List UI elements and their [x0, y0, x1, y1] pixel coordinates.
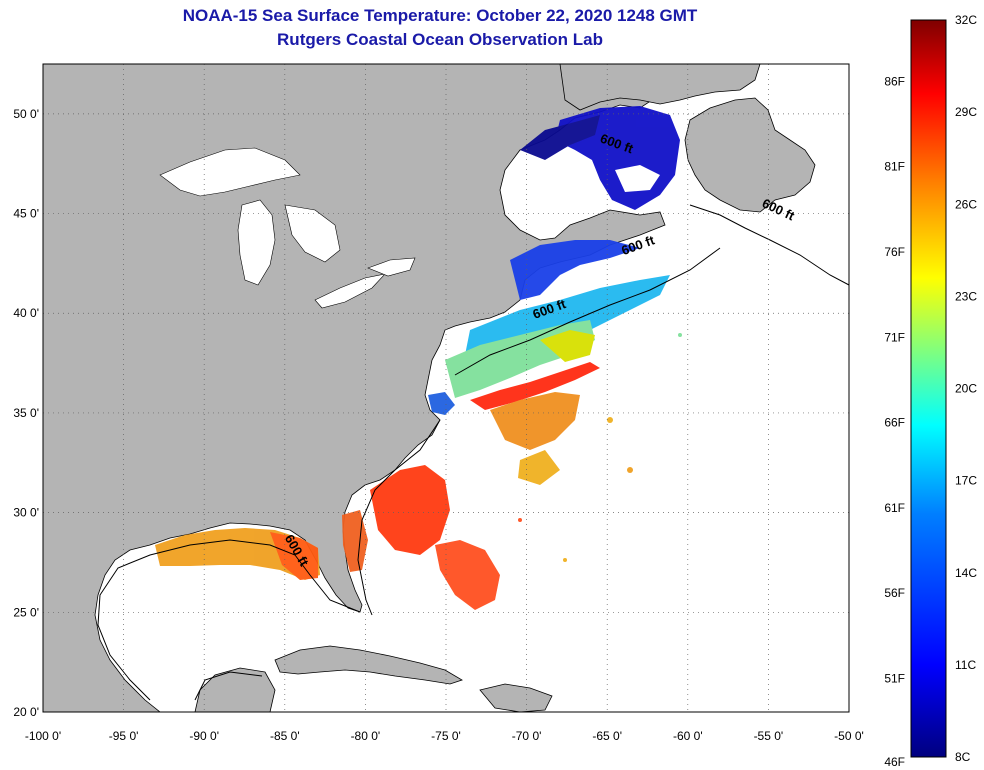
- colorbar-celsius-label: 29C: [955, 105, 977, 119]
- colorbar-celsius-label: 11C: [955, 658, 976, 672]
- lat-tick-label: 35 0': [13, 406, 39, 420]
- land-newfoundland: [684, 97, 816, 213]
- colorbar-fahrenheit-label: 56F: [884, 586, 905, 600]
- lon-tick-label: -90 0': [189, 729, 219, 743]
- colorbar-fahrenheit-labels: 86F 81F 76F 71F 66F 61F 56F 51F 46F: [884, 74, 905, 769]
- lake-huron: [284, 204, 341, 263]
- lake-superior: [159, 147, 301, 197]
- land-north-america: [43, 64, 756, 712]
- colorbar-celsius-label: 23C: [955, 289, 977, 303]
- lon-tick-label: -100 0': [25, 729, 61, 743]
- chart-subtitle: Rutgers Coastal Ocean Observation Lab: [277, 30, 603, 49]
- lon-tick-label: -70 0': [512, 729, 542, 743]
- colorbar-celsius-label: 26C: [955, 197, 977, 211]
- colorbar-celsius-label: 14C: [955, 566, 977, 580]
- land-labrador: [559, 64, 761, 111]
- lon-tick-label: -50 0': [834, 729, 864, 743]
- lat-tick-label: 40 0': [13, 306, 39, 320]
- lon-tick-label: -65 0': [592, 729, 622, 743]
- lon-tick-label: -60 0': [673, 729, 703, 743]
- isobath-600ft: [97, 204, 849, 701]
- colorbar-fahrenheit-label: 51F: [884, 672, 905, 686]
- land-hispaniola: [479, 683, 553, 712]
- lon-tick-label: -80 0': [351, 729, 381, 743]
- colorbar-fahrenheit-label: 61F: [884, 501, 905, 515]
- lon-tick-label: -85 0': [270, 729, 300, 743]
- colorbar-celsius-label: 32C: [955, 13, 977, 27]
- lon-tick-label: -95 0': [109, 729, 139, 743]
- lon-tick-label: -75 0': [431, 729, 461, 743]
- colorbar: [910, 19, 947, 758]
- map-frame: [42, 63, 850, 713]
- lat-lon-grid: [43, 64, 849, 712]
- colorbar-celsius-labels: 32C 29C 26C 23C 20C 17C 14C 11C 8C: [955, 13, 977, 764]
- lat-tick-label: 50 0': [13, 107, 39, 121]
- lake-michigan: [237, 199, 276, 286]
- lat-tick-label: 45 0': [13, 207, 39, 221]
- colorbar-celsius-label: 8C: [955, 750, 971, 764]
- colorbar-celsius-label: 20C: [955, 382, 977, 396]
- land-yucatan: [194, 667, 276, 712]
- chart-title: NOAA-15 Sea Surface Temperature: October…: [182, 6, 698, 25]
- land-cuba: [274, 645, 463, 685]
- lon-tick-label: -55 0': [754, 729, 784, 743]
- colorbar-fahrenheit-label: 66F: [884, 416, 905, 430]
- latitude-axis: 20 0' 25 0' 30 0' 35 0' 40 0' 45 0' 50 0': [13, 107, 39, 719]
- lat-tick-label: 20 0': [13, 705, 39, 719]
- colorbar-fahrenheit-label: 76F: [884, 245, 905, 259]
- lat-tick-label: 30 0': [13, 506, 39, 520]
- sst-swaths: [155, 106, 682, 610]
- lake-ontario: [367, 257, 416, 277]
- lat-tick-label: 25 0': [13, 605, 39, 619]
- colorbar-fahrenheit-label: 86F: [884, 74, 905, 88]
- longitude-axis: -100 0' -95 0' -90 0' -85 0' -80 0' -75 0' -70…: [25, 729, 864, 743]
- colorbar-celsius-label: 17C: [955, 474, 977, 488]
- colorbar-fahrenheit-label: 46F: [884, 755, 905, 769]
- colorbar-fahrenheit-label: 81F: [884, 160, 905, 174]
- lake-erie: [314, 273, 386, 309]
- colorbar-fahrenheit-label: 71F: [884, 330, 905, 344]
